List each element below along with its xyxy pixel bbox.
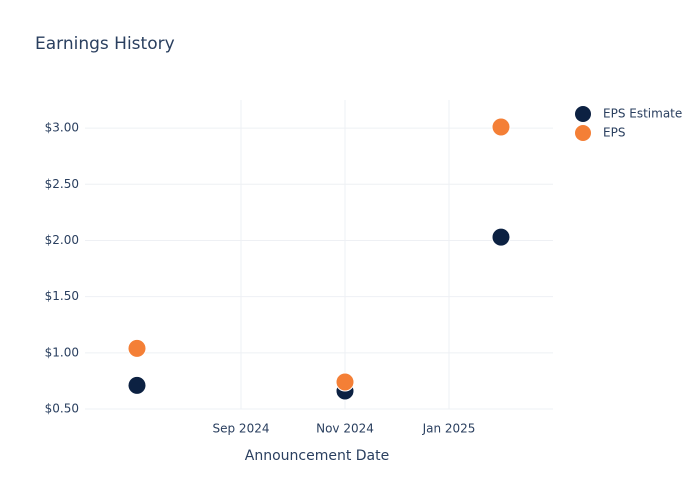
y-tick-label: $0.50 bbox=[45, 402, 79, 416]
legend-marker bbox=[575, 125, 591, 141]
y-tick-label: $1.50 bbox=[45, 289, 79, 303]
y-tick-label: $2.50 bbox=[45, 177, 79, 191]
point bbox=[491, 117, 511, 137]
point bbox=[491, 227, 511, 247]
y-tick-label: $1.00 bbox=[45, 345, 79, 359]
legend-label: EPS Estimate bbox=[603, 107, 682, 121]
legend-marker bbox=[575, 106, 591, 122]
point bbox=[335, 372, 355, 392]
legend-label: EPS bbox=[603, 126, 625, 140]
point bbox=[127, 375, 147, 395]
point bbox=[127, 338, 147, 358]
grid bbox=[85, 100, 553, 410]
chart-title: Earnings History bbox=[35, 34, 175, 54]
x-tick-label: Jan 2025 bbox=[422, 422, 476, 436]
y-tick-label: $3.00 bbox=[45, 121, 79, 135]
x-axis-title: Announcement Date bbox=[245, 448, 389, 464]
x-tick-label: Sep 2024 bbox=[213, 422, 270, 436]
x-tick-label: Nov 2024 bbox=[316, 422, 374, 436]
y-tick-label: $2.00 bbox=[45, 233, 79, 247]
